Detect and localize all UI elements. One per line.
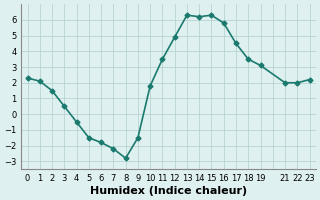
X-axis label: Humidex (Indice chaleur): Humidex (Indice chaleur) xyxy=(90,186,247,196)
